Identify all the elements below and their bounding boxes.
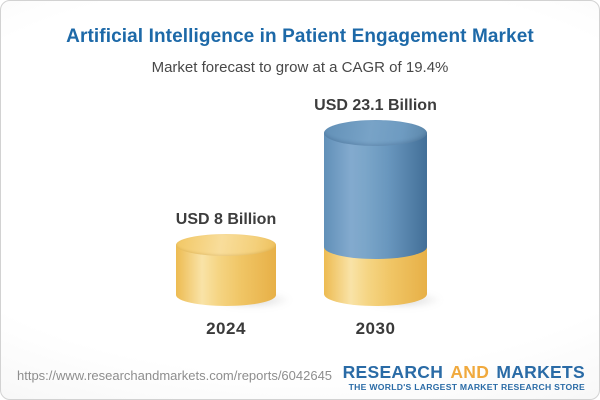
bar-2030: USD 23.1 Billion 2030 [314,97,449,338]
logo-tagline: THE WORLD'S LARGEST MARKET RESEARCH STOR… [348,381,585,392]
logo-word-markets: MARKETS [496,361,585,382]
report-url: https://www.researchandmarkets.com/repor… [17,368,333,384]
bar-2030-growth-segment [324,133,427,259]
bar-2024-cylinder-top [176,234,276,256]
chart-subtitle: Market forecast to grow at a CAGR of 19.… [151,59,449,76]
logo-word-research: RESEARCH [342,361,444,382]
logo-word-and: AND [450,361,490,382]
chart-title: Artificial Intelligence in Patient Engag… [66,26,534,47]
x-axis-label-2030: 2030 [355,319,396,338]
footer: https://www.researchandmarkets.com/repor… [17,361,585,392]
research-and-markets-logo: RESEARCH AND MARKETS THE WORLD'S LARGEST… [342,361,585,392]
bar-2030-cylinder-top [324,120,427,146]
bar-2024-value-label: USD 8 Billion [175,211,277,228]
x-axis-label-2024: 2024 [206,319,246,338]
bar-2024: USD 8 Billion 2024 [176,211,298,338]
logo-wordmark: RESEARCH AND MARKETS [342,361,585,382]
bar-2030-value-label: USD 23.1 Billion [314,97,437,114]
